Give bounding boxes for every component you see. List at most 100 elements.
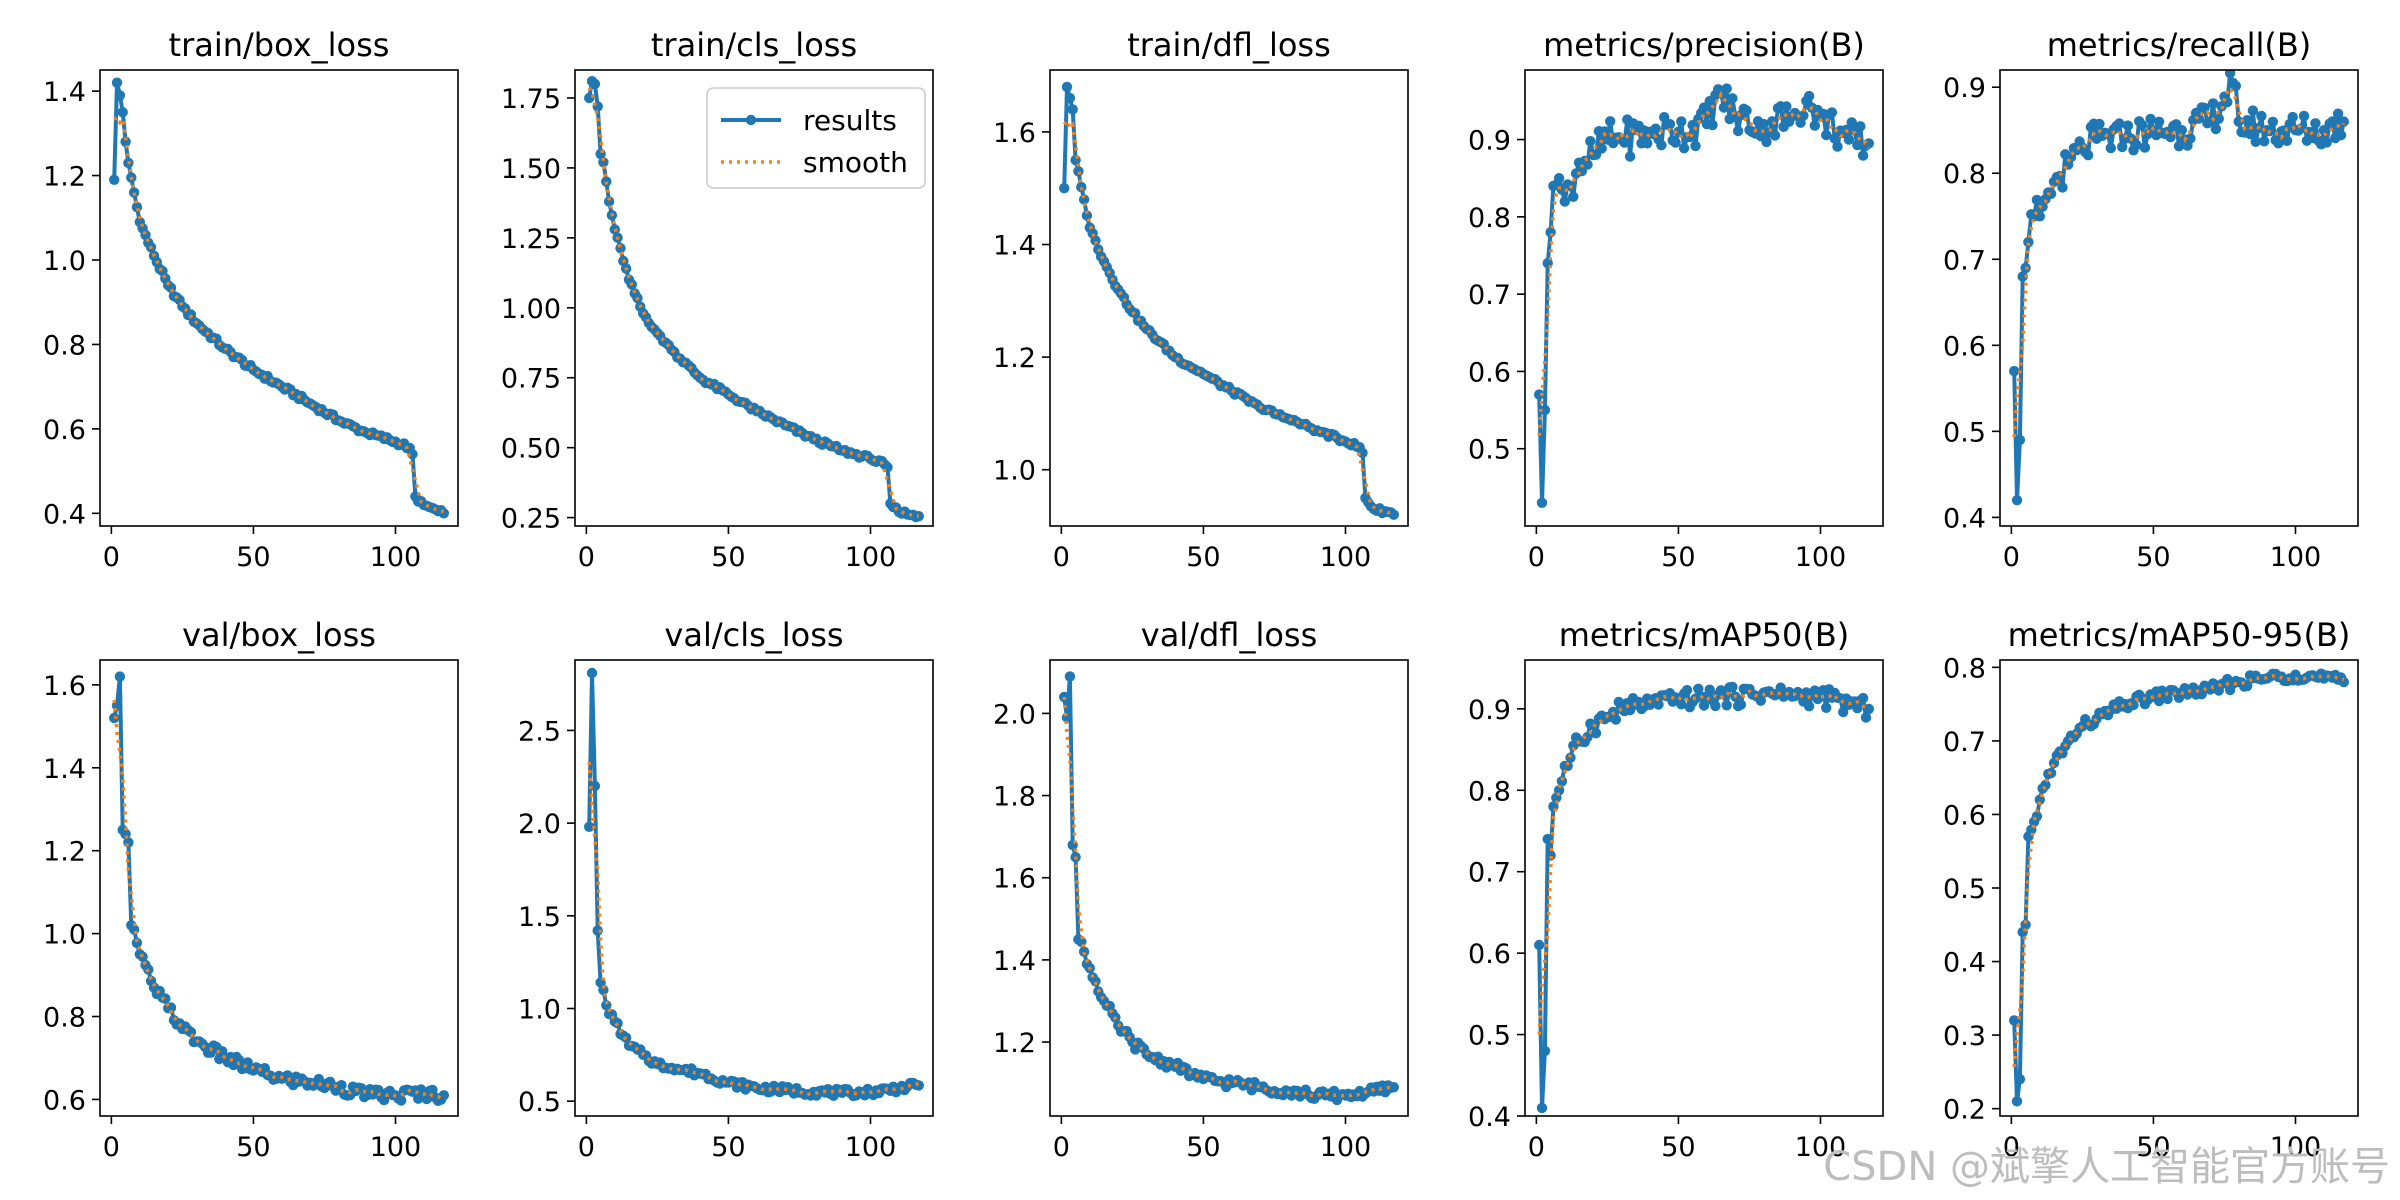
- y-tick-label: 1.4: [993, 231, 1036, 262]
- x-tick-label: 100: [2270, 1132, 2322, 1163]
- data-point: [1676, 116, 1687, 127]
- data-point: [589, 78, 601, 90]
- y-tick-label: 1.5: [518, 902, 561, 933]
- data-point: [109, 174, 120, 185]
- data-point: [1758, 118, 1769, 130]
- x-tick-label: 100: [370, 1132, 422, 1163]
- y-tick-label: 1.0: [43, 920, 86, 951]
- data-point: [2020, 919, 2031, 930]
- subplot-title: val/dfl_loss: [1141, 616, 1318, 654]
- data-point: [2128, 699, 2139, 711]
- y-tick-label: 1.50: [501, 154, 561, 185]
- data-point: [234, 1055, 245, 1066]
- y-tick-label: 2.0: [993, 699, 1036, 730]
- subplot-val-dfl-loss: val/dfl_loss 0 50 100 1.2 1.4 1.6 1.8 2.0: [993, 616, 1409, 1163]
- x-tick-label: 50: [2136, 542, 2170, 573]
- y-tick-label: 0.6: [43, 1085, 86, 1116]
- data-point: [2094, 118, 2105, 130]
- subplot-metrics-map50-95-b-: metrics/mAP50-95(B) 0 50 100 0.2 0.3 0.4 0.5 0.6…: [1943, 616, 2359, 1163]
- y-tick-label: 1.0: [993, 456, 1036, 487]
- y-tick-label: 0.9: [1468, 695, 1511, 726]
- data-point: [2031, 194, 2043, 206]
- subplot-metrics-map50-b-: metrics/mAP50(B) 0 50 100 0.4 0.5 0.6 0.7 0.8 0.9: [1468, 616, 1884, 1163]
- data-point: [2224, 70, 2236, 79]
- y-tick-label: 0.7: [1943, 727, 1986, 758]
- y-tick-label: 1.0: [43, 246, 86, 277]
- smooth-line: [1062, 117, 1395, 515]
- data-point: [2057, 182, 2068, 193]
- results-line: [112, 674, 446, 1103]
- data-point: [2244, 128, 2256, 140]
- data-point: [396, 1095, 407, 1106]
- y-tick-label: 0.75: [501, 364, 561, 395]
- smooth-line: [587, 86, 919, 518]
- y-tick-label: 1.6: [43, 671, 86, 702]
- results-line: [1062, 84, 1396, 517]
- data-point: [2242, 115, 2253, 126]
- data-point: [2014, 434, 2026, 446]
- data-point: [1553, 785, 1565, 796]
- y-tick-label: 0.3: [1943, 1021, 1986, 1052]
- x-tick-label: 50: [236, 1132, 270, 1163]
- watermark: CSDN @斌擎人工智能官方账号: [1823, 1144, 2390, 1190]
- subplot-train-cls-loss: train/cls_loss 0 50 100 0.25 0.50 0.75 1.00 1.25…: [501, 26, 934, 573]
- subplot-val-cls-loss: val/cls_loss 0 50 100 0.5 1.0 1.5 2.0 2.5: [518, 616, 934, 1163]
- y-tick-label: 0.8: [43, 1003, 86, 1034]
- x-tick-label: 100: [845, 1132, 897, 1163]
- subplot-val-box-loss: val/box_loss 0 50 100 0.6 0.8 1.0 1.2 1.4 1.6: [43, 616, 459, 1163]
- data-point: [1676, 699, 1687, 710]
- data-point: [1553, 173, 1565, 184]
- data-point: [1076, 181, 1087, 193]
- data-point: [2185, 133, 2196, 144]
- data-point: [1761, 136, 1772, 148]
- data-point: [120, 136, 131, 147]
- data-point: [1698, 700, 1710, 711]
- data-point: [1078, 946, 1090, 957]
- data-point: [117, 107, 128, 118]
- data-point: [1690, 140, 1701, 152]
- data-point: [2153, 116, 2165, 128]
- results-line: [2012, 671, 2346, 1104]
- subplot-title: metrics/mAP50(B): [1559, 616, 1850, 654]
- data-point: [1821, 129, 1832, 141]
- data-point: [1590, 728, 1602, 739]
- data-point: [2139, 142, 2151, 153]
- data-point: [1078, 194, 1090, 205]
- x-tick-label: 0: [1528, 1132, 1545, 1163]
- data-point: [1852, 139, 1863, 151]
- data-point: [438, 508, 449, 519]
- subplot-title: val/box_loss: [182, 616, 376, 654]
- data-point: [584, 821, 595, 832]
- y-tick-label: 0.9: [1468, 126, 1511, 157]
- data-point: [1596, 143, 1607, 154]
- data-point: [2122, 120, 2134, 131]
- data-point: [2031, 811, 2043, 822]
- x-tick-label: 50: [1186, 542, 1220, 573]
- y-tick-label: 1.4: [993, 946, 1036, 977]
- data-point: [1536, 497, 1548, 508]
- x-tick-label: 50: [2136, 1132, 2170, 1163]
- data-point: [2131, 139, 2142, 151]
- data-point: [2017, 271, 2028, 282]
- subplot-title: metrics/mAP50-95(B): [2008, 616, 2351, 654]
- subplot-title: train/cls_loss: [651, 26, 857, 64]
- data-point: [2009, 365, 2020, 377]
- x-tick-label: 50: [711, 542, 745, 573]
- data-point: [1678, 143, 1690, 154]
- data-point: [1727, 681, 1738, 693]
- subplot-train-dfl-loss: train/dfl_loss 0 50 100 1.0 1.2 1.4 1.6: [993, 26, 1409, 573]
- x-tick-label: 100: [2270, 542, 2322, 573]
- data-point: [1727, 93, 1738, 104]
- data-point: [1769, 130, 1781, 141]
- data-point: [1542, 833, 1553, 845]
- data-point: [2114, 118, 2125, 129]
- smooth-line: [587, 761, 920, 1097]
- data-point: [1559, 196, 1571, 207]
- y-tick-label: 0.5: [518, 1087, 561, 1118]
- data-point: [1562, 760, 1573, 772]
- smooth-line: [112, 699, 444, 1101]
- x-tick-label: 0: [1053, 542, 1070, 573]
- data-point: [586, 667, 598, 679]
- y-tick-label: 1.2: [43, 162, 86, 193]
- y-tick-label: 0.4: [1468, 1102, 1511, 1133]
